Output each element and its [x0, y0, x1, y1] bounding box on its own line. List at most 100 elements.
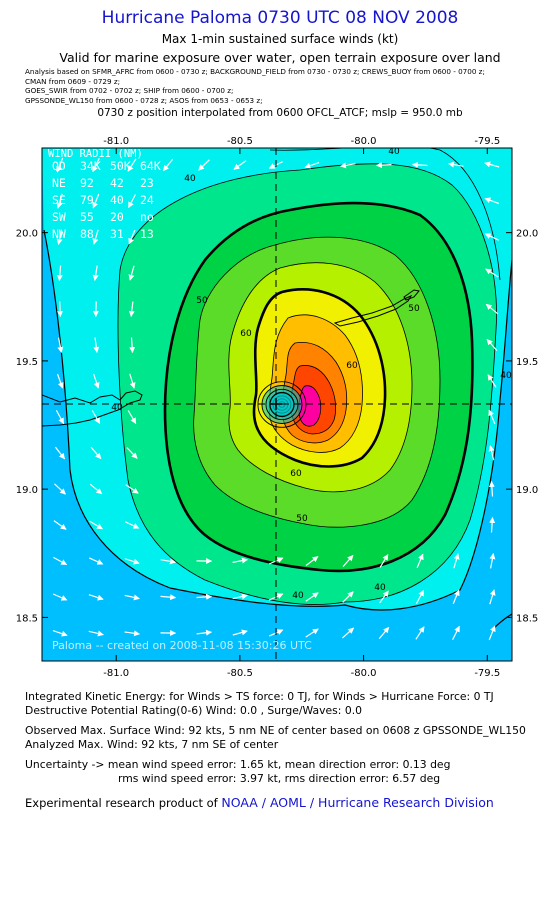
wind-arrow [198, 159, 210, 171]
wind-radii-title: WIND RADII (NM) [48, 148, 143, 160]
cayman-brac-island [403, 289, 420, 301]
wind-radii-cell: 13 [140, 227, 154, 241]
wind-radii-header-cell: QD [52, 159, 66, 173]
uncertainty-rms-line: rms wind speed error: 3.97 kt, rms direc… [118, 772, 441, 785]
wind-arrow [129, 373, 136, 389]
wind-arrow [55, 410, 65, 425]
wind-arrow [128, 265, 135, 281]
region-75kt-contour [281, 341, 348, 444]
ike-line: Integrated Kinetic Energy: for Winds > T… [25, 690, 494, 703]
wind-arrow [128, 229, 136, 245]
wind-arrow [484, 233, 500, 241]
wind-arrow [233, 160, 247, 170]
noaa-link[interactable]: NOAA / AOML / Hurricane Research Divisio… [221, 795, 494, 810]
wind-arrow [93, 373, 100, 389]
wind-arrow [415, 626, 425, 640]
wind-arrow [304, 162, 320, 169]
wind-arrow [342, 591, 354, 603]
wind-arrow [127, 158, 137, 172]
region-50kt-contour [163, 201, 474, 573]
wind-arrow [88, 594, 104, 601]
wind-arrow [92, 265, 99, 281]
storm-center-marker [270, 398, 282, 410]
wind-arrow [342, 627, 355, 639]
dpr-line: Destructive Potential Rating(0-6) Wind: … [25, 704, 363, 717]
wind-arrow [452, 589, 460, 605]
wind-arrow [305, 628, 319, 638]
wind-radii-cell: SE [52, 193, 66, 207]
wind-arrow [57, 337, 64, 353]
wind-arrow [489, 516, 496, 533]
wind-radii-cell: SW [52, 210, 66, 224]
contour-label: 60 [240, 329, 252, 339]
wind-radii-cell: 24 [140, 193, 154, 207]
wind-arrow [484, 161, 500, 168]
x-tick-label-bottom: -79.5 [474, 668, 500, 679]
x-tick-label-top: -80.5 [227, 136, 253, 147]
wind-arrow [126, 447, 138, 459]
contour-label: 40 [388, 147, 400, 157]
wind-arrow [56, 265, 63, 282]
cuba-coast [42, 390, 143, 427]
y-tick-label-right: 19.5 [516, 357, 538, 368]
x-tick-label-bottom: -81.0 [103, 668, 129, 679]
chart-subtitle: Max 1-min sustained surface winds (kt) [161, 32, 399, 46]
wind-radii-cell: 42 [110, 176, 124, 190]
region-60kt-contour [228, 262, 413, 493]
y-tick-label-right: 20.0 [516, 229, 538, 240]
y-tick-label-left: 19.5 [16, 357, 38, 368]
wind-arrow [160, 558, 176, 565]
cyan-boundary-line [43, 229, 512, 611]
wind-arrow [125, 484, 139, 494]
wind-radii-cell: 92 [80, 176, 94, 190]
wind-arrow [488, 445, 495, 461]
wind-arrow [487, 374, 497, 388]
plot-area: 40 40 40 40 40 40 50 50 50 60 60 60 WIND RADII (NM)… [42, 147, 512, 661]
wind-arrow [452, 625, 460, 640]
wind-arrow [411, 161, 428, 168]
wind-radii-cell: NW [52, 227, 66, 241]
contour-label: 50 [196, 296, 208, 306]
credit-line: Experimental research product of NOAA / … [25, 795, 494, 810]
wind-radii-cell: no [140, 210, 154, 224]
analysis-line: CMAN from 0609 - 0729 z; [25, 76, 121, 86]
wind-arrow [56, 157, 64, 173]
wind-arrow [129, 337, 136, 354]
wind-arrow [90, 446, 102, 460]
wind-arrow [488, 409, 496, 425]
wind-arrow [489, 553, 496, 569]
axes: -81.0 -81.0 -80.5 -80.5 -80.0 -80.0 -79.5 -79.5… [16, 136, 539, 679]
wind-arrow [54, 483, 66, 495]
region-65kt-contour [252, 288, 387, 468]
wind-arrow [162, 158, 174, 172]
wind-radii-cell: 31 [110, 227, 124, 241]
position-note: 0730 z position interpolated from 0600 O… [97, 107, 463, 119]
wind-arrow [92, 229, 99, 245]
wind-arrow [485, 268, 499, 278]
x-tick-label-bottom: -80.5 [227, 668, 253, 679]
wind-arrow [124, 630, 140, 637]
wind-arrow [52, 630, 68, 637]
x-tick-label-top: -80.0 [351, 136, 377, 147]
wind-arrow [305, 556, 319, 566]
wind-arrow [53, 520, 67, 530]
contour-label: 40 [500, 371, 512, 381]
wind-arrow [89, 520, 103, 530]
wind-arrow [488, 480, 495, 497]
wind-arrow [232, 557, 248, 564]
contour-fills [42, 148, 512, 610]
wind-arrow [415, 589, 425, 604]
contour-label: 50 [408, 304, 420, 314]
wind-arrow [56, 193, 63, 209]
region-90kt-contour [298, 385, 322, 427]
wind-arrow [91, 410, 101, 425]
wind-arrow [124, 558, 140, 565]
wind-arrow [54, 446, 66, 460]
wind-arrow [52, 593, 68, 601]
contour-label: 60 [290, 469, 302, 479]
wind-arrow [485, 303, 499, 315]
observed-wind-line: Observed Max. Surface Wind: 92 kts, 5 nm… [25, 724, 526, 737]
wind-radii-header-cell: 50K [110, 159, 131, 173]
validity-note: Valid for marine exposure over water, op… [59, 50, 501, 65]
wind-arrow [379, 590, 389, 604]
